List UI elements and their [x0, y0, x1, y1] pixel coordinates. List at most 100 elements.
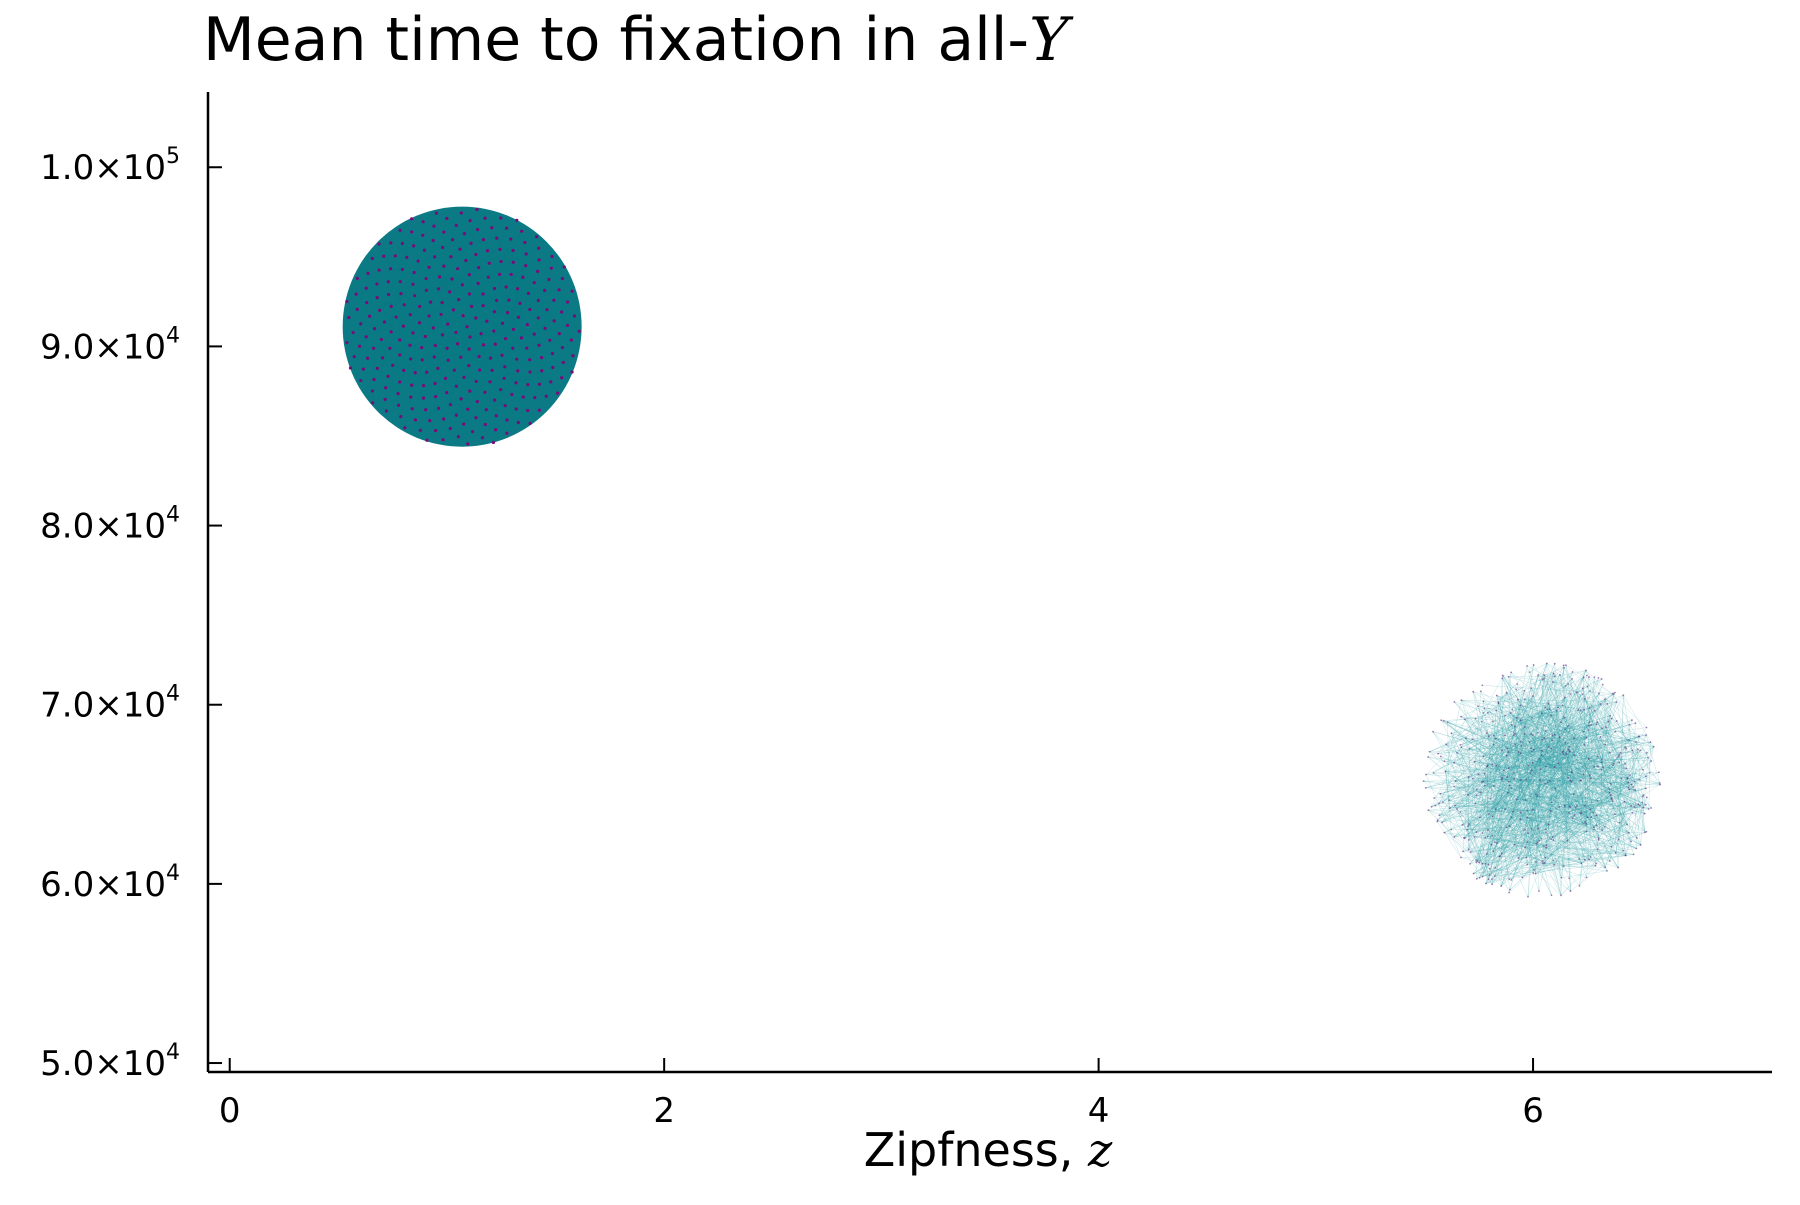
cluster-2-point	[1476, 862, 1478, 864]
cluster-2-point	[1488, 813, 1490, 815]
cluster-2-point	[1601, 758, 1603, 760]
cluster-1-point	[494, 343, 497, 346]
cluster-1-point	[398, 338, 401, 341]
cluster-2-point	[1546, 662, 1548, 664]
cluster-2-point	[1474, 761, 1476, 763]
cluster-2-point	[1628, 739, 1630, 741]
cluster-1-point	[533, 281, 536, 284]
cluster-2-point	[1593, 829, 1595, 831]
y-tick-mantissa: 6.0×10	[40, 865, 166, 905]
cluster-1-point	[424, 335, 427, 338]
cluster-2-point	[1510, 712, 1512, 714]
cluster-1-point	[385, 409, 388, 412]
cluster-2-point	[1560, 894, 1562, 896]
cluster-1-point	[504, 404, 507, 407]
cluster-2-point	[1643, 807, 1645, 809]
cluster-2-point	[1628, 787, 1630, 789]
cluster-2-point	[1447, 721, 1449, 723]
cluster-2-point	[1484, 837, 1486, 839]
cluster-2-point	[1524, 799, 1526, 801]
cluster-1-point	[492, 441, 495, 444]
cluster-2-point	[1494, 841, 1496, 843]
cluster-2-point	[1472, 778, 1474, 780]
cluster-2-point	[1580, 813, 1582, 815]
cluster-1-point	[482, 304, 485, 307]
cluster-2-point	[1549, 708, 1551, 710]
cluster-2-point	[1631, 812, 1633, 814]
cluster-1-point	[528, 358, 531, 361]
cluster-2-point	[1429, 751, 1431, 753]
cluster-2-point	[1493, 744, 1495, 746]
cluster-1-point	[543, 289, 546, 292]
cluster-1-point	[512, 328, 515, 331]
cluster-2-point	[1559, 736, 1561, 738]
cluster-1-point	[557, 288, 560, 291]
cluster-2-point	[1594, 710, 1596, 712]
cluster-2-point	[1589, 707, 1591, 709]
cluster-2-point	[1517, 699, 1519, 701]
cluster-1-point	[511, 249, 514, 252]
x-tick-label: 0	[219, 1091, 241, 1131]
cluster-2-point	[1491, 764, 1493, 766]
cluster-1-point	[561, 277, 564, 280]
cluster-1-point	[422, 384, 425, 387]
cluster-2-point	[1632, 786, 1634, 788]
cluster-2-point	[1634, 789, 1636, 791]
cluster-1-point	[436, 367, 439, 370]
cluster-2-point	[1596, 814, 1598, 816]
cluster-2-point	[1491, 878, 1493, 880]
cluster-2-point	[1506, 755, 1508, 757]
cluster-2-point	[1618, 839, 1620, 841]
cluster-1-point	[537, 299, 540, 302]
cluster-1-point	[464, 259, 467, 262]
cluster-2-point	[1481, 721, 1483, 723]
cluster-2-point	[1624, 746, 1626, 748]
cluster-1-point	[459, 356, 462, 359]
cluster-2-point	[1530, 828, 1532, 830]
cluster-2-point	[1468, 823, 1470, 825]
cluster-1-point	[375, 282, 378, 285]
cluster-2-point	[1589, 774, 1591, 776]
cluster-1-point	[536, 270, 539, 273]
cluster-2-point	[1488, 735, 1490, 737]
cluster-2-point	[1611, 717, 1613, 719]
cluster-2-point	[1482, 832, 1484, 834]
cluster-2-point	[1612, 693, 1614, 695]
cluster-1-point	[490, 369, 493, 372]
cluster-1-point	[463, 232, 466, 235]
cluster-2-point	[1541, 750, 1543, 752]
chart-title-text: Mean time to fixation in all-	[203, 5, 1029, 75]
cluster-2-point	[1598, 837, 1600, 839]
cluster-1-point	[515, 358, 518, 361]
x-tick-label: 2	[653, 1091, 675, 1131]
cluster-1-point	[505, 432, 508, 435]
x-axis-label-text: Zipfness,	[864, 1123, 1088, 1177]
cluster-2-point	[1617, 756, 1619, 758]
cluster-1-point	[520, 336, 523, 339]
cluster-1-point	[449, 255, 452, 258]
cluster-1-point	[345, 341, 348, 344]
cluster-1-point	[516, 287, 519, 290]
cluster-1-point	[398, 353, 401, 356]
cluster-1-point	[365, 287, 368, 290]
cluster-1-point	[425, 289, 428, 292]
cluster-2-point	[1600, 703, 1602, 705]
y-tick-label: 8.0×104	[40, 503, 180, 547]
cluster-1-point	[515, 219, 518, 222]
cluster-2-point	[1568, 812, 1570, 814]
cluster-2-point	[1633, 853, 1635, 855]
cluster-2-point	[1478, 862, 1480, 864]
cluster-2-point	[1648, 808, 1650, 810]
y-tick-exponent: 4	[166, 323, 180, 348]
cluster-1-point	[495, 414, 498, 417]
cluster-2-point	[1487, 829, 1489, 831]
cluster-2-point	[1625, 854, 1627, 856]
cluster-2-point	[1472, 691, 1474, 693]
cluster-2-point	[1571, 771, 1573, 773]
cluster-2-point	[1553, 864, 1555, 866]
cluster-1-point	[365, 335, 368, 338]
cluster-1-point	[432, 326, 435, 329]
cluster-2-point	[1563, 865, 1565, 867]
y-tick-mantissa: 7.0×10	[40, 686, 166, 726]
cluster-1-point	[378, 309, 381, 312]
